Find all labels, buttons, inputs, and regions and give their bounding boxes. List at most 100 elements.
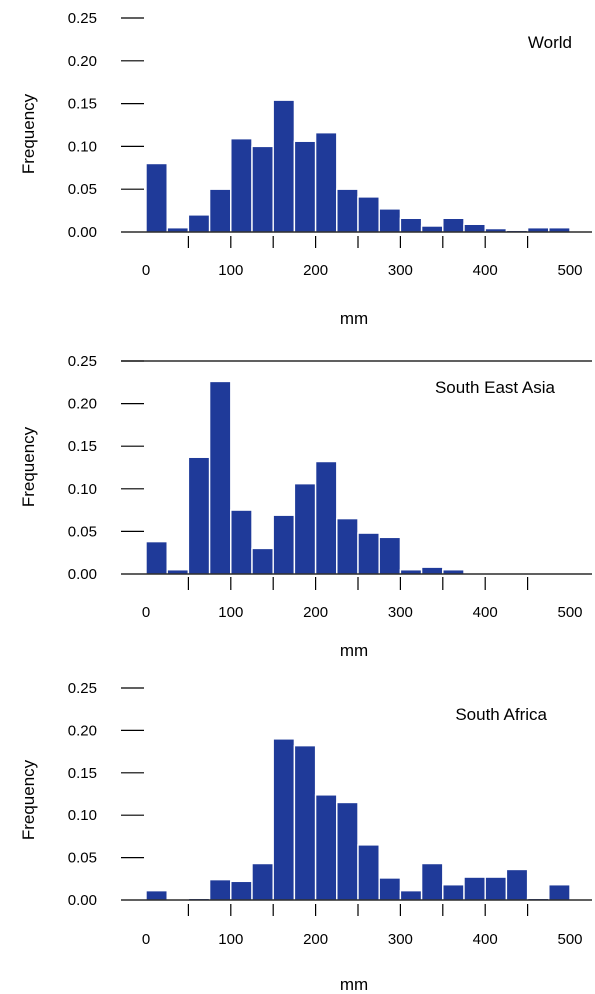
panel-south-east-asia: South East Asia Frequency mm 0.00 0.05 0.1… <box>19 353 592 660</box>
histogram-bar <box>208 878 232 901</box>
y-tick-label: 0.15 <box>68 96 97 113</box>
histogram-bar <box>293 482 317 575</box>
x-tick-label: 300 <box>388 931 413 948</box>
histogram-bar <box>208 188 232 233</box>
y-tick-label: 0.00 <box>68 892 97 909</box>
y-tick-label: 0.05 <box>68 850 97 867</box>
y-axis-title: Frequency <box>19 93 38 174</box>
y-tick-label: 0.20 <box>68 396 97 413</box>
x-tick-label: 500 <box>557 262 582 279</box>
x-axis: 0 100 200 300 400 500 <box>142 577 583 621</box>
histogram-bar <box>357 532 380 575</box>
x-tick-label: 300 <box>388 262 413 279</box>
histogram-bar <box>526 227 550 233</box>
histogram-bar <box>145 162 168 233</box>
x-axis-title: mm <box>340 975 368 994</box>
x-tick-label: 0 <box>142 262 150 279</box>
y-axis-title: Frequency <box>19 426 38 507</box>
y-tick-label: 0.15 <box>68 438 97 455</box>
histogram-bar <box>230 137 253 233</box>
x-axis-title: mm <box>340 641 368 660</box>
histogram-bar <box>145 540 168 575</box>
histogram-bar <box>505 868 529 901</box>
panel-title: World <box>528 33 572 52</box>
histogram-bar <box>251 547 274 575</box>
y-axis: 0.00 0.05 0.10 0.15 0.20 0.25 <box>68 353 592 583</box>
histogram-bar <box>399 569 423 575</box>
x-tick-label: 200 <box>303 931 328 948</box>
panel-title: South Africa <box>455 705 547 724</box>
histogram-bar <box>272 514 296 575</box>
x-tick-label: 300 <box>388 604 413 621</box>
x-tick-label: 0 <box>142 931 150 948</box>
x-tick-label: 500 <box>557 604 582 621</box>
histogram-bar <box>420 566 444 575</box>
histogram-bar <box>251 145 274 233</box>
histogram-bar <box>442 569 465 575</box>
histogram-bar <box>378 536 402 575</box>
histogram-bar <box>166 569 190 575</box>
histogram-bar <box>272 738 296 901</box>
panel-title: South East Asia <box>435 378 556 397</box>
y-tick-label: 0.15 <box>68 765 97 782</box>
y-tick-label: 0.25 <box>68 10 97 27</box>
panel-world: World Frequency mm 0.000.050.100.150.200… <box>19 10 592 328</box>
histogram-bar <box>463 223 486 233</box>
histogram-bar <box>272 99 296 233</box>
histogram-bar <box>420 225 444 233</box>
bars <box>121 380 592 575</box>
histogram-bar <box>145 889 168 901</box>
y-axis-title: Frequency <box>19 759 38 840</box>
histogram-bar <box>420 862 444 901</box>
y-tick-label: 0.05 <box>68 523 97 540</box>
histogram-bar <box>442 884 465 901</box>
x-axis: 0 100 200 300 400 500 <box>142 904 583 948</box>
x-tick-label: 200 <box>303 604 328 621</box>
x-tick-label: 100 <box>218 262 243 279</box>
y-axis: 0.00 0.05 0.10 0.15 0.20 0.25 <box>68 10 144 241</box>
y-tick-label: 0.25 <box>68 353 97 370</box>
x-tick-label: 200 <box>303 262 328 279</box>
y-tick-label: 0.10 <box>68 138 97 155</box>
y-axis: 0.00 0.05 0.10 0.15 0.20 0.25 <box>68 680 144 909</box>
histogram-bar <box>251 862 274 901</box>
histogram-bar <box>378 208 402 233</box>
y-tick-label: 0.25 <box>68 680 97 697</box>
histogram-bar <box>399 889 423 901</box>
histogram-bar <box>293 140 317 233</box>
histogram-bar <box>314 132 338 233</box>
histogram-bar <box>336 188 359 233</box>
x-tick-label: 100 <box>218 604 243 621</box>
histogram-bar <box>442 217 465 233</box>
histogram-bar <box>336 801 359 901</box>
x-tick-label: 400 <box>473 931 498 948</box>
y-tick-label: 0.10 <box>68 807 97 824</box>
bars <box>121 738 592 901</box>
histogram-bar <box>548 884 571 901</box>
histogram-bar <box>230 509 253 575</box>
x-tick-label: 500 <box>557 931 582 948</box>
histogram-bar <box>187 214 211 233</box>
y-tick-label: 0.20 <box>68 722 97 739</box>
x-tick-label: 100 <box>218 931 243 948</box>
histogram-bar <box>463 876 486 901</box>
histogram-bar <box>293 744 317 901</box>
histogram-bar <box>548 227 571 233</box>
x-tick-label: 400 <box>473 262 498 279</box>
histogram-bar <box>357 196 380 233</box>
y-tick-label: 0.00 <box>68 224 97 241</box>
histogram-bar <box>314 460 338 575</box>
histogram-bar <box>357 844 380 901</box>
y-tick-label: 0.05 <box>68 181 97 198</box>
histogram-bar <box>166 227 190 233</box>
panel-south-africa: South Africa Frequency mm 0.000.050.100.… <box>19 680 592 994</box>
histogram-bar <box>484 876 508 901</box>
x-axis: 0 100 200 300 400 500 <box>142 236 583 279</box>
x-tick-label: 400 <box>473 604 498 621</box>
y-tick-label: 0.10 <box>68 481 97 498</box>
x-axis-title: mm <box>340 309 368 328</box>
histogram-bar <box>399 217 423 233</box>
histogram-bar <box>378 877 402 901</box>
histogram-bar <box>336 517 359 575</box>
